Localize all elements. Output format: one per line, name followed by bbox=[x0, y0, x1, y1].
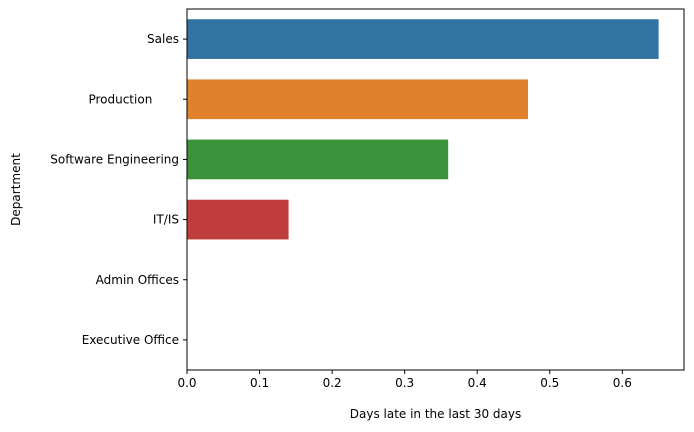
y-tick-label: Production bbox=[88, 92, 179, 106]
x-tick-label: 0.5 bbox=[540, 376, 559, 390]
x-tick-label: 0.4 bbox=[468, 376, 487, 390]
x-tick-label: 0.3 bbox=[395, 376, 414, 390]
bar bbox=[187, 139, 449, 180]
y-tick-label: Sales bbox=[147, 32, 179, 46]
x-tick-label: 0.0 bbox=[177, 376, 196, 390]
plot-frame bbox=[186, 8, 685, 371]
y-axis-label: Department bbox=[9, 153, 23, 226]
bar bbox=[187, 79, 529, 120]
x-tick-label: 0.1 bbox=[250, 376, 269, 390]
y-tick-label: Executive Office bbox=[82, 333, 179, 347]
y-tick-label: IT/IS bbox=[153, 213, 179, 227]
x-axis-label: Days late in the last 30 days bbox=[350, 407, 521, 421]
x-tick-label: 0.6 bbox=[613, 376, 632, 390]
x-tick-label: 0.2 bbox=[323, 376, 342, 390]
bars-group bbox=[187, 19, 659, 240]
bar bbox=[187, 199, 289, 240]
x-tick-group: 0.0 0.1 0.2 0.3 0.4 0.5 0.6 bbox=[177, 370, 632, 390]
y-tick-label: Admin Offices bbox=[96, 273, 179, 287]
bar bbox=[187, 19, 659, 59]
y-tick-label: Software Engineering bbox=[50, 152, 179, 166]
y-tick-group: Sales Production Software Engineering IT/I… bbox=[50, 32, 187, 347]
